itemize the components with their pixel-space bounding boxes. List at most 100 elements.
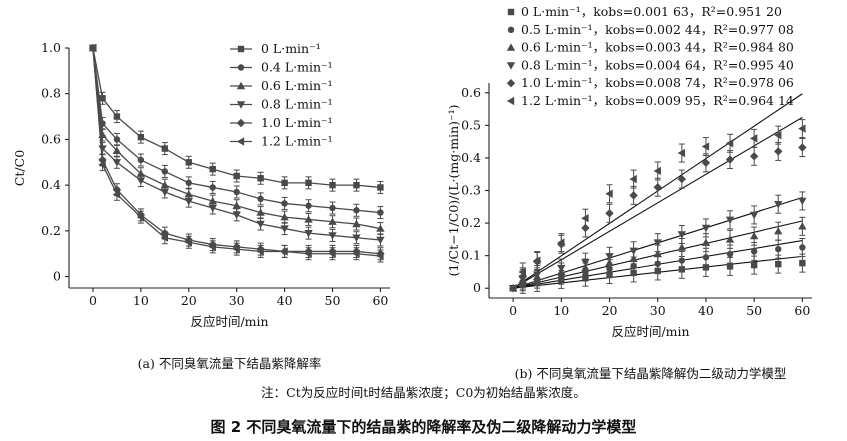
figure-note: 注：Ct为反应时间t时结晶紫浓度；C0为初始结晶紫浓度。: [0, 382, 847, 401]
legend-marker: [507, 62, 515, 69]
legend: 0 L·min⁻¹，kobs=0.001 63，R²=0.951 200.5 L…: [507, 4, 794, 108]
data-point: [751, 262, 757, 268]
y-tick-label: 0.5: [461, 117, 481, 132]
legend-marker: [508, 27, 514, 33]
data-point: [353, 207, 359, 213]
data-point: [703, 254, 709, 260]
data-point: [186, 159, 192, 165]
y-tick-label: 0.4: [461, 150, 481, 165]
x-tick-label: 40: [698, 303, 714, 318]
data-point: [557, 265, 565, 272]
data-point: [377, 209, 383, 215]
legend-label: 0.8 L·min⁻¹，kobs=0.004 64，R²=0.995 40: [521, 57, 794, 72]
data-point: [210, 166, 216, 172]
data-point: [305, 203, 311, 209]
x-tick-label: 50: [746, 303, 762, 318]
y-tick-label: 0.4: [41, 177, 61, 192]
data-point: [257, 175, 263, 181]
series-line: [93, 48, 380, 187]
y-tick-label: 0.3: [461, 183, 481, 198]
legend-marker: [238, 46, 244, 52]
data-point: [775, 261, 781, 267]
data-point: [138, 134, 144, 140]
data-point: [799, 260, 805, 266]
data-point: [113, 159, 121, 166]
x-tick-label: 30: [229, 293, 245, 308]
data-point: [281, 200, 287, 206]
y-tick-label: 0.2: [41, 223, 61, 238]
x-tick-label: 60: [794, 303, 810, 318]
legend-marker: [508, 9, 514, 15]
data-point: [629, 175, 636, 183]
data-point: [727, 251, 733, 257]
data-point: [654, 183, 662, 191]
data-point: [99, 95, 105, 101]
series-line: [93, 48, 380, 254]
data-point: [775, 246, 781, 252]
data-point: [138, 157, 144, 163]
data-point: [679, 257, 685, 263]
y-tick-label: 0: [473, 280, 481, 295]
y-tick-label: 0.2: [461, 215, 481, 230]
legend-marker: [237, 137, 244, 145]
data-point: [376, 237, 384, 244]
legend-label: 0.6 L·min⁻¹: [261, 78, 333, 93]
legend-label: 1.0 L·min⁻¹: [261, 115, 333, 130]
x-axis-label: 反应时间/min: [190, 314, 268, 329]
legend-label: 0 L·min⁻¹，kobs=0.001 63，R²=0.951 20: [521, 4, 782, 19]
chart-a: 0 10 20 30 40 50 60 0 0.2 0.4 0.6 0.8 1.0 反应时间/min Ct/…: [12, 40, 390, 371]
data-point: [377, 184, 383, 190]
data-point: [114, 136, 120, 142]
series-3: [89, 45, 385, 246]
y-tick-label: 0.1: [461, 248, 481, 263]
legend-label: 0.4 L·min⁻¹: [261, 60, 333, 75]
x-tick-label: 10: [553, 303, 569, 318]
data-point: [162, 145, 168, 151]
data-point: [798, 143, 806, 151]
data-point: [281, 180, 287, 186]
y-axis-label: Ct/C0: [12, 150, 27, 186]
y-axis-label: (1/Ct−1/C0)/(L·(mg·min)⁻¹): [446, 105, 461, 277]
legend-marker: [237, 119, 245, 127]
y-tick-label: 0.6: [461, 85, 481, 100]
figure-caption: 图 2 不同臭氧流量下的结晶紫的降解率及伪二级降解动力学模型: [0, 416, 847, 437]
data-point: [137, 177, 145, 184]
x-axis-label: 反应时间/min: [611, 324, 689, 339]
figure: 0 10 20 30 40 50 60 0 0.2 0.4 0.6 0.8 1.0 反应时间/min Ct/…: [0, 0, 847, 380]
chart-title: (a) 不同臭氧流量下结晶紫降解率: [138, 356, 322, 371]
data-point: [774, 147, 782, 155]
data-point: [774, 227, 782, 234]
data-point: [726, 217, 734, 224]
data-point: [353, 182, 359, 188]
data-point: [114, 113, 120, 119]
y-tick-label: 0.8: [41, 86, 61, 101]
x-tick-label: 30: [650, 303, 666, 318]
legend-marker: [507, 97, 514, 105]
legend-label: 0 L·min⁻¹: [261, 41, 321, 56]
x-tick-label: 50: [325, 293, 341, 308]
data-point: [233, 189, 239, 195]
series-4: [89, 44, 385, 260]
data-point: [798, 198, 806, 205]
data-point: [702, 238, 710, 245]
data-point: [727, 263, 733, 269]
data-point: [799, 244, 805, 250]
x-tick-label: 0: [509, 303, 517, 318]
chart-title: (b) 不同臭氧流量下结晶紫降解伪二级动力学模型: [515, 366, 787, 380]
data-point: [702, 159, 710, 167]
y-tick-label: 1.0: [41, 40, 61, 55]
data-point: [751, 248, 757, 254]
data-point: [233, 173, 239, 179]
chart-b: 0 10 20 30 40 50 60 0 0.1 0.2 0.3 0.4 0.5 0.6 反应时间/min…: [446, 4, 812, 380]
x-tick-label: 60: [372, 293, 388, 308]
y-tick-label: 0: [53, 269, 61, 284]
legend-marker: [507, 43, 515, 50]
data-point: [162, 168, 168, 174]
data-point: [750, 152, 758, 160]
data-point: [629, 191, 637, 199]
data-point: [605, 209, 613, 217]
data-point: [678, 243, 686, 250]
data-point: [750, 212, 758, 219]
x-tick-label: 20: [602, 303, 618, 318]
data-point: [533, 271, 541, 278]
